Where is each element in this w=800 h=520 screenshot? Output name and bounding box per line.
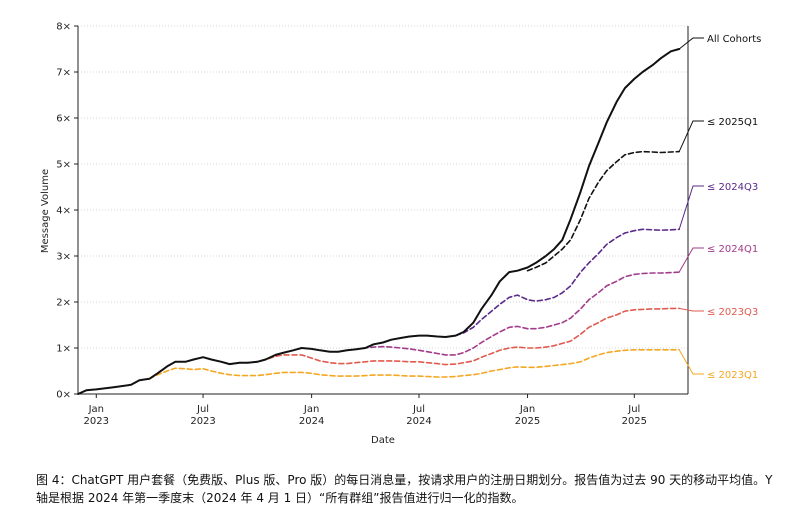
y-tick-label: 0× — [56, 390, 71, 401]
x-tick-label-year: 2025 — [515, 416, 540, 427]
series-label-leader — [678, 247, 704, 273]
series-line-5 — [148, 348, 681, 380]
x-tick-label-year: 2023 — [190, 416, 215, 427]
series-label-leader — [678, 185, 704, 230]
x-tick-label-month: Jul — [196, 404, 209, 415]
series-label: ≤ 2025Q1 — [707, 117, 758, 128]
x-tick-label-month: Jul — [627, 404, 640, 415]
y-tick-label: 6× — [56, 114, 71, 125]
series-label-leader — [679, 307, 704, 312]
series-line-4 — [220, 307, 681, 366]
series-label: ≤ 2024Q3 — [707, 182, 758, 193]
y-axis-label: Message Volume — [40, 169, 51, 253]
x-tick-label-year: 2023 — [84, 416, 109, 427]
series-label-leader — [678, 349, 704, 375]
series-line-3 — [346, 271, 681, 356]
series-label: All Cohorts — [707, 34, 761, 45]
series-line-2 — [454, 228, 681, 337]
figure-caption: 图 4：ChatGPT 用户套餐（免费版、Plus 版、Pro 版）的每日消息量… — [36, 473, 773, 505]
y-tick-label: 5× — [56, 160, 71, 171]
message-volume-chart: 0×1×2×3×4×5×6×7×8×Jan2023Jul2023Jan2024J… — [40, 22, 761, 447]
x-axis-label: Date — [371, 435, 395, 446]
x-tick-label-month: Jan — [519, 404, 535, 415]
x-tick-label-year: 2025 — [622, 416, 647, 427]
y-tick-label: 1× — [56, 344, 71, 355]
series-label-leader — [678, 37, 704, 50]
x-tick-label-year: 2024 — [406, 416, 431, 427]
series-direct-labels: All Cohorts ≤ 2025Q1 ≤ 2024Q3 ≤ 2024Q1 ≤ 202… — [678, 34, 761, 381]
series-line-1 — [526, 150, 681, 272]
axes — [74, 25, 689, 398]
series-label-leader — [678, 120, 704, 152]
x-tick-label-month: Jan — [303, 404, 319, 415]
y-tick-label: 2× — [56, 298, 71, 309]
series-line-0 — [77, 48, 681, 395]
tick-labels: 0×1×2×3×4×5×6×7×8×Jan2023Jul2023Jan2024J… — [56, 22, 647, 428]
series-label: ≤ 2023Q1 — [707, 370, 758, 381]
y-tick-label: 7× — [56, 68, 71, 79]
series-lines — [77, 48, 681, 395]
x-tick-label-month: Jan — [88, 404, 104, 415]
series-label: ≤ 2023Q3 — [707, 307, 758, 318]
series-label: ≤ 2024Q1 — [707, 244, 758, 255]
y-tick-label: 3× — [56, 252, 71, 263]
x-tick-label-year: 2024 — [299, 416, 324, 427]
x-tick-label-month: Jul — [412, 404, 425, 415]
y-tick-label: 8× — [56, 22, 71, 33]
y-tick-label: 4× — [56, 206, 71, 217]
